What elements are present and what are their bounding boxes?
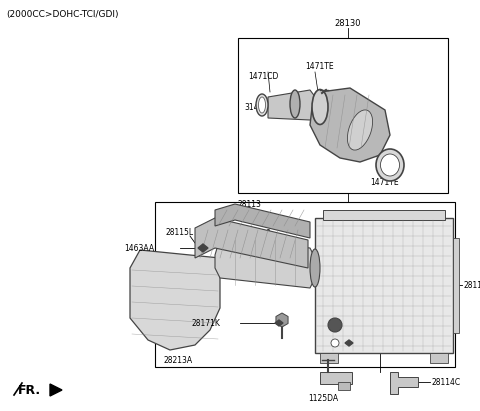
Ellipse shape — [310, 249, 320, 287]
Polygon shape — [268, 90, 316, 120]
Polygon shape — [310, 88, 390, 162]
Text: 28160: 28160 — [377, 321, 401, 330]
Text: FR.: FR. — [18, 383, 41, 397]
Bar — [155, 202, 455, 367]
Polygon shape — [215, 204, 310, 238]
Bar — [238, 38, 448, 193]
Polygon shape — [195, 218, 308, 268]
Text: 1471TE: 1471TE — [305, 62, 334, 71]
Text: 1125DA: 1125DA — [308, 394, 338, 403]
Ellipse shape — [312, 90, 328, 125]
Text: (2000CC>DOHC-TCI/GDI): (2000CC>DOHC-TCI/GDI) — [6, 10, 119, 19]
Text: 31430C: 31430C — [244, 102, 274, 111]
Polygon shape — [215, 238, 315, 288]
Ellipse shape — [256, 94, 268, 116]
Ellipse shape — [259, 97, 265, 113]
Text: 1463AA: 1463AA — [124, 243, 154, 252]
Bar — [323, 210, 445, 220]
Ellipse shape — [381, 154, 399, 176]
Bar — [320, 353, 338, 363]
Bar — [453, 238, 459, 333]
Text: 28110: 28110 — [464, 280, 480, 289]
Circle shape — [328, 318, 342, 332]
Text: 28113: 28113 — [238, 199, 262, 208]
Text: 28171K: 28171K — [191, 319, 220, 328]
Polygon shape — [390, 372, 418, 394]
Bar — [320, 372, 352, 384]
Text: 28115L: 28115L — [166, 228, 194, 236]
Text: 28161G: 28161G — [377, 339, 407, 347]
Text: 28210: 28210 — [248, 229, 272, 238]
Ellipse shape — [376, 149, 404, 181]
Bar — [315, 218, 453, 353]
Polygon shape — [130, 250, 220, 350]
Ellipse shape — [290, 90, 300, 118]
Text: 28114C: 28114C — [432, 377, 461, 386]
Circle shape — [331, 339, 339, 347]
Bar — [338, 382, 350, 390]
Text: 1471CD: 1471CD — [248, 72, 278, 81]
Text: 28213A: 28213A — [163, 356, 192, 365]
Text: 1471TE: 1471TE — [370, 178, 398, 187]
Polygon shape — [275, 320, 283, 326]
Polygon shape — [50, 384, 62, 396]
Text: 28130: 28130 — [335, 19, 361, 28]
Bar — [430, 353, 448, 363]
Ellipse shape — [348, 110, 372, 150]
Polygon shape — [345, 340, 353, 346]
Polygon shape — [198, 244, 208, 252]
